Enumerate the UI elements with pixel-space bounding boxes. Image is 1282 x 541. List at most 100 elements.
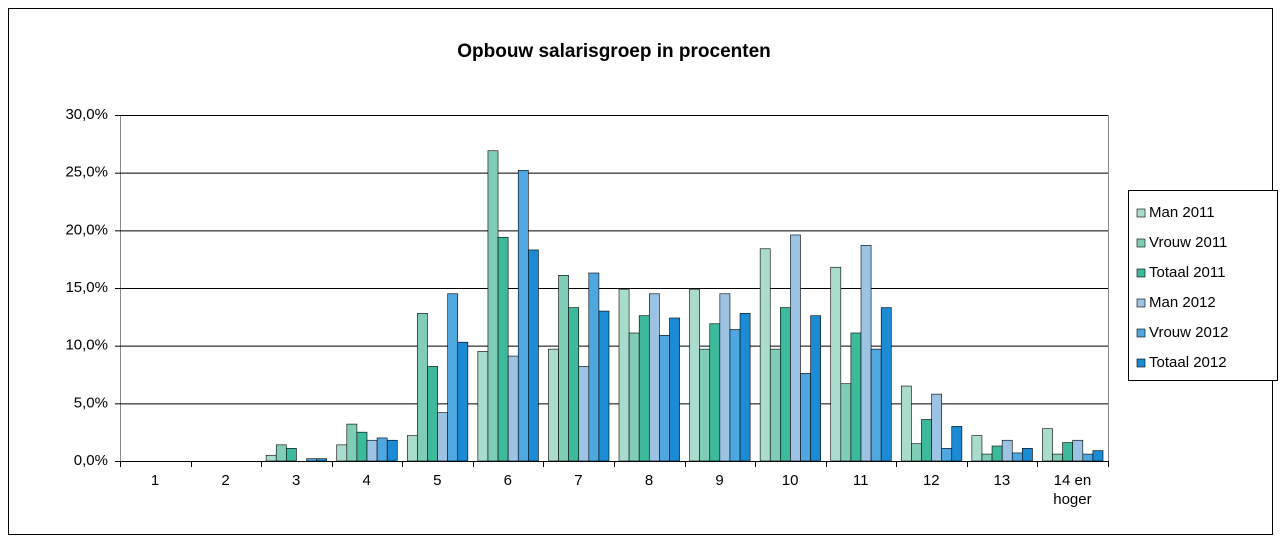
bar [316, 458, 328, 462]
x-tick-label: 12 [922, 472, 940, 489]
bar [336, 444, 348, 462]
bar [648, 293, 660, 462]
bar [548, 348, 559, 462]
bar [739, 313, 751, 462]
bar [286, 448, 297, 462]
bar [900, 385, 912, 462]
x-tick-label: 9 [715, 472, 724, 489]
legend-swatch [1136, 328, 1146, 338]
legend-box [1128, 190, 1278, 381]
bar [830, 266, 842, 462]
bar [659, 334, 670, 462]
bar [568, 307, 580, 462]
x-tick-label: 10 [781, 472, 799, 489]
bar [699, 348, 711, 462]
bar [1072, 439, 1084, 462]
x-tick-label: 6 [503, 472, 513, 489]
x-tick-label: 3 [291, 472, 301, 489]
bar [981, 453, 993, 462]
legend-swatch [1136, 238, 1146, 248]
x-tick-label: 1 [150, 472, 160, 489]
bar [921, 419, 932, 462]
legend-label: Totaal 2012 [1149, 354, 1227, 371]
bar [800, 373, 811, 462]
bar [598, 310, 610, 462]
x-tick-label: 2 [221, 472, 230, 489]
bar [366, 439, 378, 462]
bar [769, 348, 781, 462]
bar [971, 435, 983, 462]
bar [911, 443, 922, 462]
bar [870, 348, 882, 462]
legend-swatch [1136, 298, 1146, 308]
bar [427, 366, 438, 462]
x-tick-label: 7 [574, 472, 583, 489]
x-tick-label: 5 [433, 472, 442, 489]
y-tick-label: 30,0% [65, 106, 108, 123]
bar [1042, 428, 1053, 462]
bar [376, 437, 388, 462]
bar [810, 315, 822, 462]
bar [417, 313, 428, 462]
legend-swatch [1136, 358, 1146, 368]
bar [840, 383, 852, 462]
bar [306, 458, 317, 462]
bar [780, 307, 791, 462]
y-tick-label: 10,0% [65, 337, 108, 354]
legend-swatch [1136, 208, 1146, 218]
legend-label: Man 2012 [1149, 294, 1216, 311]
bar [628, 332, 640, 462]
bar [719, 293, 731, 462]
bar [517, 170, 529, 462]
bar [860, 245, 872, 462]
bar [1001, 439, 1013, 462]
bar [487, 150, 499, 462]
y-tick-label: 15,0% [65, 279, 108, 296]
x-tick-label: 14 en hoger [1053, 472, 1092, 508]
bar [1062, 442, 1074, 462]
bar [669, 317, 680, 462]
bar [880, 307, 892, 462]
x-tick-label: 13 [993, 472, 1011, 489]
bar [275, 444, 287, 462]
x-tick-label: 11 [852, 472, 869, 489]
bar [528, 249, 539, 462]
bar [578, 366, 590, 462]
legend-label: Man 2011 [1149, 204, 1215, 221]
bar [477, 351, 489, 462]
x-tick-label: 4 [362, 472, 371, 489]
bar [386, 439, 398, 462]
bar [457, 341, 469, 462]
bar [951, 426, 963, 462]
bar [941, 448, 953, 462]
bar [689, 288, 700, 462]
y-tick-label: 0,0% [74, 452, 108, 469]
bar [356, 431, 368, 462]
chart-title: Opbouw salarisgroep in procenten [457, 41, 771, 62]
bar [1082, 453, 1094, 462]
legend-label: Totaal 2011 [1149, 264, 1225, 281]
legend-swatch [1136, 268, 1146, 278]
y-tick-label: 25,0% [65, 164, 108, 181]
bar [931, 393, 942, 462]
bar [265, 454, 277, 462]
bar [346, 423, 358, 462]
bar [790, 234, 801, 462]
bar [497, 236, 509, 462]
bar [406, 435, 418, 462]
y-tick-label: 5,0% [74, 394, 108, 411]
x-tick-label: 8 [644, 472, 654, 489]
legend-label: Vrouw 2011 [1149, 234, 1227, 251]
bar [1011, 452, 1023, 462]
bar [991, 445, 1003, 462]
bar [618, 288, 630, 462]
y-tick-label: 20,0% [65, 221, 108, 238]
bar [638, 315, 650, 462]
bar [729, 329, 741, 462]
bar [507, 355, 519, 462]
bar [850, 332, 862, 462]
bar [1052, 453, 1063, 462]
legend-label: Vrouw 2012 [1149, 324, 1229, 341]
